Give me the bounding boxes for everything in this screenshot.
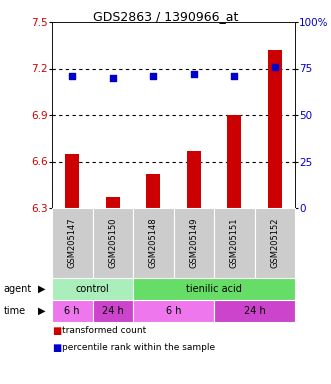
Bar [92,300,133,322]
Bar [146,174,160,384]
Bar [92,208,133,278]
Point [191,71,196,77]
Text: ■: ■ [52,326,61,336]
Text: time: time [3,306,25,316]
Text: GSM205147: GSM205147 [68,218,77,268]
Bar [52,208,92,278]
Bar [214,300,295,322]
Text: ■: ■ [52,343,61,353]
Text: ▶: ▶ [38,306,46,316]
Text: ▶: ▶ [38,284,46,294]
Text: GSM205148: GSM205148 [149,218,158,268]
Bar [52,300,92,322]
Bar [133,278,295,300]
Bar [268,50,282,384]
Text: GSM205152: GSM205152 [270,218,279,268]
Bar [214,208,255,278]
Bar [133,300,214,322]
Text: control: control [75,284,109,294]
Bar [65,154,79,384]
Bar [106,197,120,384]
Text: GDS2863 / 1390966_at: GDS2863 / 1390966_at [93,10,238,23]
Text: GSM205149: GSM205149 [189,218,198,268]
Bar [133,208,173,278]
Point [151,73,156,79]
Text: agent: agent [3,284,31,294]
Bar [187,151,201,384]
Bar [173,208,214,278]
Bar [227,115,241,384]
Text: GSM205151: GSM205151 [230,218,239,268]
Text: 24 h: 24 h [102,306,123,316]
Point [70,73,75,79]
Point [272,64,277,70]
Text: 6 h: 6 h [65,306,80,316]
Text: GSM205150: GSM205150 [108,218,117,268]
Point [232,73,237,79]
Text: 6 h: 6 h [166,306,181,316]
Point [110,75,116,81]
Text: percentile rank within the sample: percentile rank within the sample [62,343,215,352]
Bar [52,278,133,300]
Bar [255,208,295,278]
Text: transformed count: transformed count [62,326,146,335]
Text: 24 h: 24 h [244,306,265,316]
Text: tienilic acid: tienilic acid [186,284,242,294]
